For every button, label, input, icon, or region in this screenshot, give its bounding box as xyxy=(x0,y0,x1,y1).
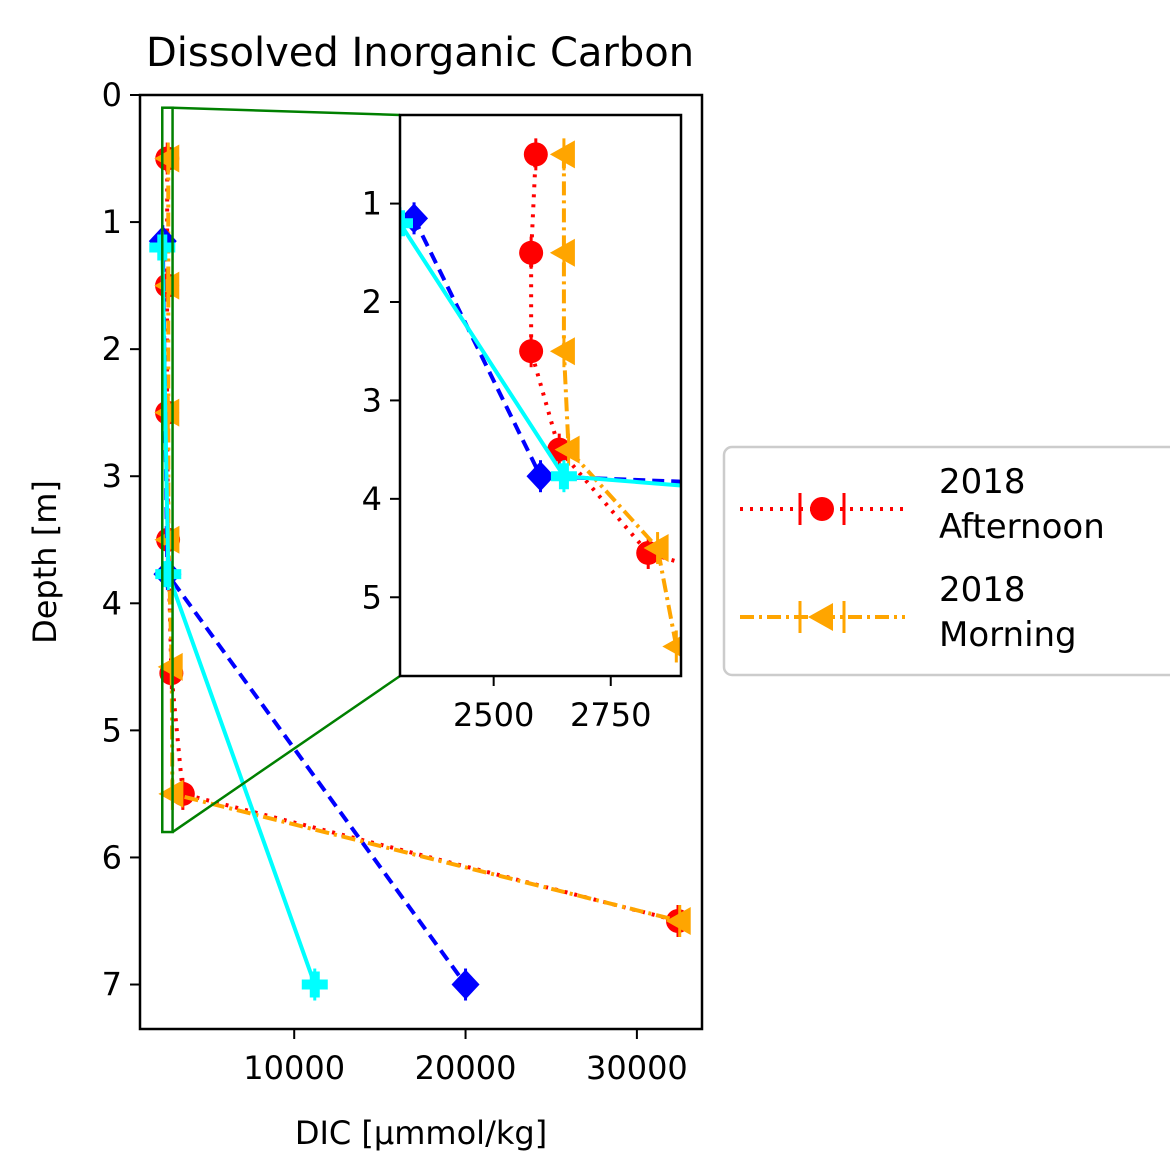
inset-y-tick-label-2: 2 xyxy=(362,283,382,321)
inset-series-2-point-5 xyxy=(643,534,669,563)
inset-series-2-point-6 xyxy=(662,636,681,657)
main-x-tick-label-3: 30000 xyxy=(586,1049,688,1087)
main-series-2-point-7 xyxy=(665,906,691,935)
legend: 2018 Afternoon 2018 Morning xyxy=(722,445,1170,677)
inset-y-tick-label-5: 5 xyxy=(362,578,382,616)
inset-data-layer xyxy=(400,138,681,663)
main-frame xyxy=(138,93,704,1031)
zoom-connector-top xyxy=(172,106,401,117)
main-y-tick-label-8: 7 xyxy=(102,966,122,1004)
legend-entry-1-marker xyxy=(810,497,834,521)
inset-series-1-point-3 xyxy=(519,339,544,364)
inset-frame xyxy=(398,113,683,678)
legend-box xyxy=(722,445,1170,677)
main-series-4-point-3 xyxy=(301,971,328,998)
legend-entry-2: 2018 Morning xyxy=(740,570,1077,655)
legend-entry-1: 2018 Afternoon xyxy=(740,462,1105,547)
main-y-tick-label-1: 0 xyxy=(102,76,122,114)
zoom-connector-bottom xyxy=(171,674,401,834)
inset-y-tick-label-1: 1 xyxy=(362,185,382,223)
main-series-2-point-6 xyxy=(158,779,184,808)
y-axis-label: Depth [m] xyxy=(26,480,64,644)
main-y-tick-label-7: 6 xyxy=(102,838,122,876)
inset-x-tick-label-1: 2500 xyxy=(453,696,534,734)
inset-plot-area: 2500 2750 1 2 3 4 5 xyxy=(362,113,683,734)
chart-title: Dissolved Inorganic Carbon xyxy=(146,30,694,76)
legend-entry-2-marker xyxy=(808,603,833,631)
main-y-tick-label-2: 1 xyxy=(102,203,122,241)
inset-series-1-point-2 xyxy=(519,240,544,265)
inset-y-tick-label-4: 4 xyxy=(362,480,382,518)
inset-series-2-point-1 xyxy=(549,140,575,169)
inset-series-4-point-1 xyxy=(400,210,413,237)
inset-series-3-point-2 xyxy=(526,461,555,492)
main-series-4-point-2 xyxy=(155,561,182,588)
inset-series-4-point-2 xyxy=(550,463,577,490)
inset-x-tick-label-2: 2750 xyxy=(570,696,651,734)
x-axis-label: DIC [µmmol/kg] xyxy=(295,1114,547,1152)
legend-entry-2-label: 2018 Morning xyxy=(939,570,1077,655)
inset-y-tick-label-3: 3 xyxy=(362,381,382,419)
main-series-3-point-3 xyxy=(451,969,480,1000)
inset-series-1-point-1 xyxy=(523,142,548,167)
inset-series-2-point-2 xyxy=(549,238,575,267)
zoom-region-box xyxy=(161,106,174,834)
main-y-tick-label-4: 3 xyxy=(102,457,122,495)
legend-entry-1-label: 2018 Afternoon xyxy=(939,462,1105,547)
inset-background xyxy=(400,115,681,676)
main-x-tick-label-2: 20000 xyxy=(415,1049,517,1087)
inset-series-2-point-4 xyxy=(554,435,580,464)
inset-series-2-point-3 xyxy=(549,337,575,366)
main-y-tick-label-5: 4 xyxy=(102,584,122,622)
main-y-tick-label-3: 2 xyxy=(102,330,122,368)
main-y-tick-label-6: 5 xyxy=(102,711,122,749)
main-x-tick-label-1: 10000 xyxy=(243,1049,345,1087)
main-series-2-point-5 xyxy=(157,652,183,681)
